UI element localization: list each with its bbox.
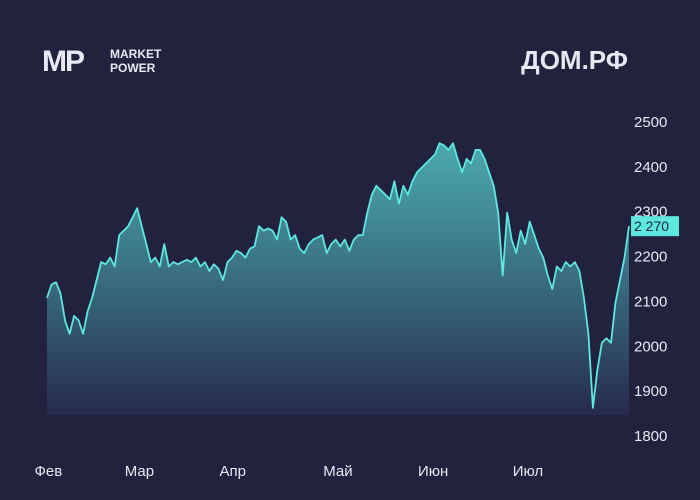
x-tick-label: Май: [323, 463, 352, 480]
line: [46, 142, 630, 409]
y-tick-label: 1900: [634, 383, 667, 400]
x-tick-label: Фев: [35, 463, 63, 480]
y-tick-label: 2500: [634, 114, 667, 131]
value-label: 2 270: [634, 218, 669, 234]
logo-text: MARKET: [110, 47, 162, 61]
value-label-box: [631, 216, 679, 237]
y-tick-label: 2200: [634, 249, 667, 266]
y-tick-label: 2000: [634, 338, 667, 355]
x-tick-label: Апр: [219, 463, 245, 480]
logo-text: POWER: [110, 61, 156, 75]
y-tick-label: 2400: [634, 159, 667, 176]
x-tick-label: Июл: [513, 463, 543, 480]
x-tick-label: Мар: [125, 463, 154, 480]
logo-mark: MP: [42, 45, 84, 78]
y-tick-label: 1800: [634, 428, 667, 445]
area: [47, 143, 629, 415]
x-tick-label: Июн: [418, 463, 448, 480]
chart-title: ДОМ.РФ: [521, 45, 628, 75]
y-tick-label: 2100: [634, 293, 667, 310]
